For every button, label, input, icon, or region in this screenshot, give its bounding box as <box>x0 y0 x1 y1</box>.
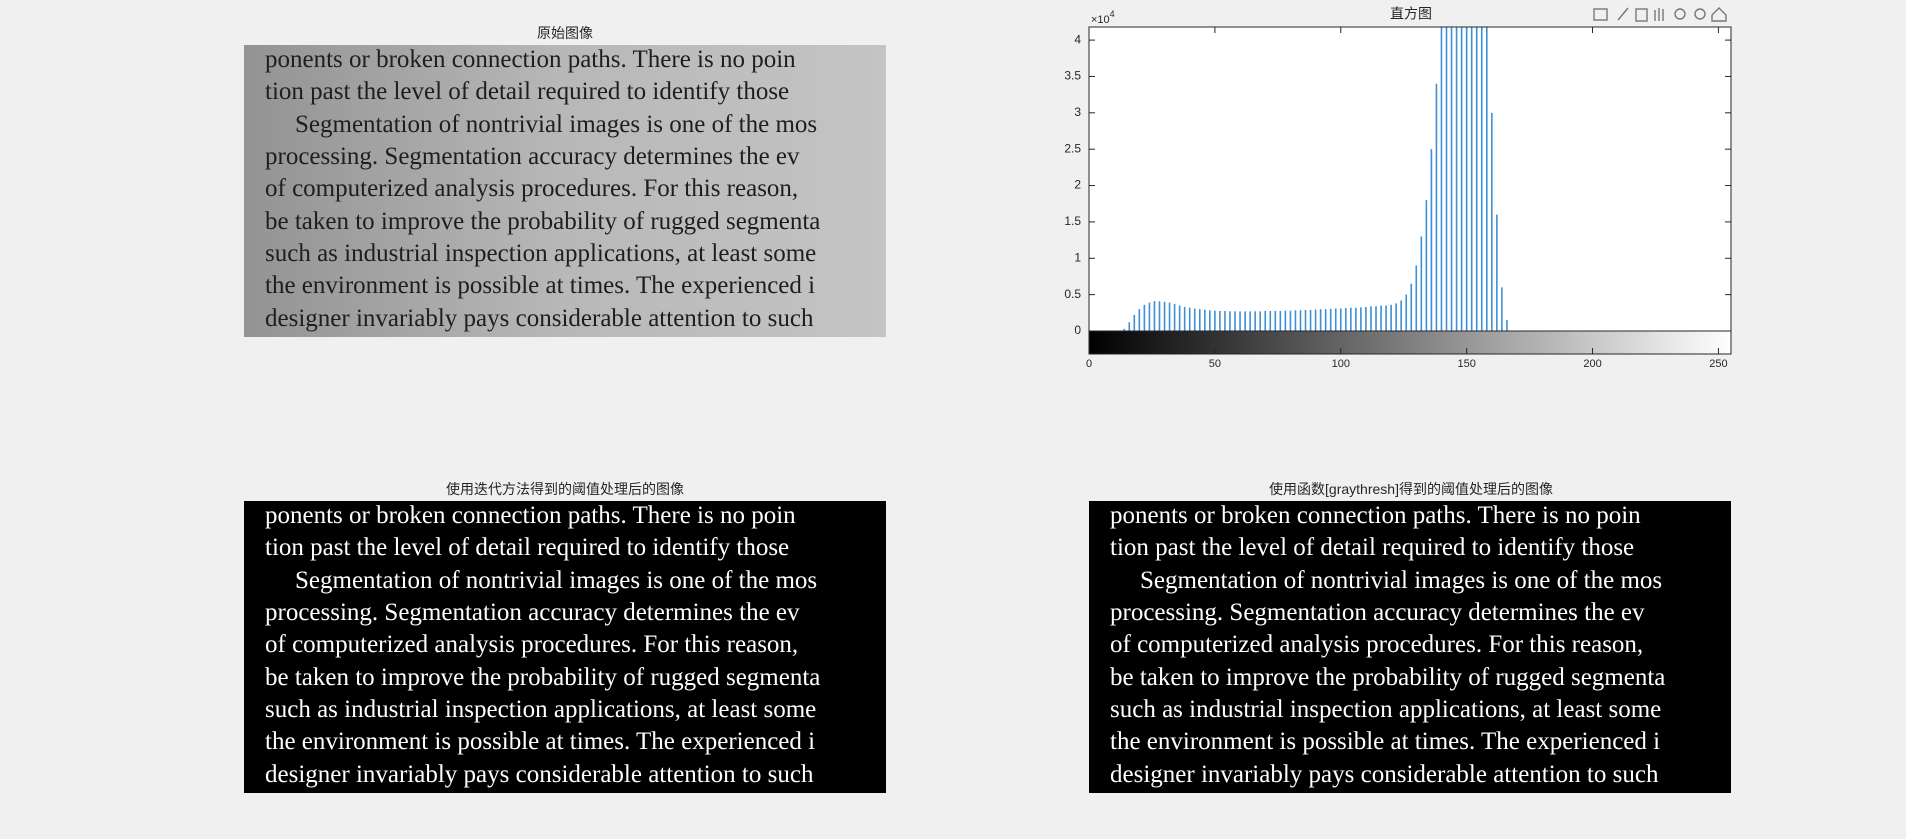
toolbar[interactable] <box>1593 7 1727 22</box>
text-line: designer invariably pays considerable at… <box>265 304 814 332</box>
plot-area <box>1089 27 1731 331</box>
text-line: tion past the level of detail required t… <box>1110 534 1635 562</box>
text-line: such as industrial inspection applicatio… <box>265 696 817 723</box>
text-line: such as industrial inspection applicatio… <box>1110 696 1662 723</box>
panel-title: 使用函数[graythresh]得到的阈值处理后的图像 <box>1269 481 1553 497</box>
text-line: the environment is possible at times. Th… <box>265 728 816 756</box>
text-line: tion past the level of detail required t… <box>265 78 790 106</box>
x-tick-label: 200 <box>1583 358 1601 370</box>
image-graythresh: ponents or broken connection paths. Ther… <box>1089 501 1731 793</box>
text-line: ponents or broken connection paths. Ther… <box>265 502 796 529</box>
y-tick-label: 1 <box>1074 250 1081 264</box>
chart-title: 直方图 <box>1390 6 1432 22</box>
text-line: tion past the level of detail required t… <box>265 534 790 562</box>
y-multiplier: ×104 <box>1091 9 1115 26</box>
y-tick-label: 2.5 <box>1064 141 1081 155</box>
panel-title: 原始图像 <box>537 25 593 41</box>
axes-box <box>1088 26 1732 332</box>
histogram-chart: 直方图 ×104 0 0.5 1 1.5 2 2.5 3 3.5 4 0 50 100 150 200 25… <box>1064 6 1732 370</box>
x-tick-label: 0 <box>1086 358 1092 370</box>
panel-title: 使用迭代方法得到的阈值处理后的图像 <box>446 481 684 497</box>
text-line: of computerized analysis procedures. For… <box>1110 631 1644 659</box>
y-tick-label: 0 <box>1074 323 1081 337</box>
text-line: Segmentation of nontrivial images is one… <box>295 566 818 594</box>
text-line: ponents or broken connection paths. Ther… <box>1110 502 1641 529</box>
x-tick-label: 250 <box>1709 358 1727 370</box>
text-line: designer invariably pays considerable at… <box>265 760 814 788</box>
text-line: ponents or broken connection paths. Ther… <box>265 46 796 73</box>
text-line: processing. Segmentation accuracy determ… <box>265 143 800 170</box>
text-line: Segmentation of nontrivial images is one… <box>1140 566 1663 594</box>
image-original: ponents or broken connection paths. Ther… <box>244 45 886 337</box>
text-line: of computerized analysis procedures. For… <box>265 631 799 659</box>
text-line: the environment is possible at times. Th… <box>1110 728 1661 756</box>
y-tick-label: 4 <box>1074 32 1081 46</box>
text-line: processing. Segmentation accuracy determ… <box>265 599 800 626</box>
y-tick-label: 3.5 <box>1064 69 1081 83</box>
text-line: of computerized analysis procedures. For… <box>265 175 799 203</box>
text-line: be taken to improve the probability of r… <box>1110 663 1666 691</box>
x-tick-label: 50 <box>1209 358 1221 370</box>
text-line: the environment is possible at times. Th… <box>265 272 816 300</box>
y-tick-label: 3 <box>1074 105 1081 119</box>
text-line: be taken to improve the probability of r… <box>265 207 821 235</box>
text-line: processing. Segmentation accuracy determ… <box>1110 599 1645 626</box>
stems <box>1123 27 1508 331</box>
y-tick-label: 1.5 <box>1064 214 1081 228</box>
y-tick-label: 2 <box>1074 178 1081 192</box>
y-tick-label: 0.5 <box>1064 287 1081 301</box>
text-line: Segmentation of nontrivial images is one… <box>295 110 818 138</box>
colorbar <box>1088 330 1732 355</box>
text-line: such as industrial inspection applicatio… <box>265 240 817 267</box>
x-tick-label: 100 <box>1332 358 1350 370</box>
text-line: be taken to improve the probability of r… <box>265 663 821 691</box>
image-iterative: ponents or broken connection paths. Ther… <box>244 501 886 793</box>
x-tick-label: 150 <box>1457 358 1475 370</box>
text-line: designer invariably pays considerable at… <box>1110 760 1659 788</box>
